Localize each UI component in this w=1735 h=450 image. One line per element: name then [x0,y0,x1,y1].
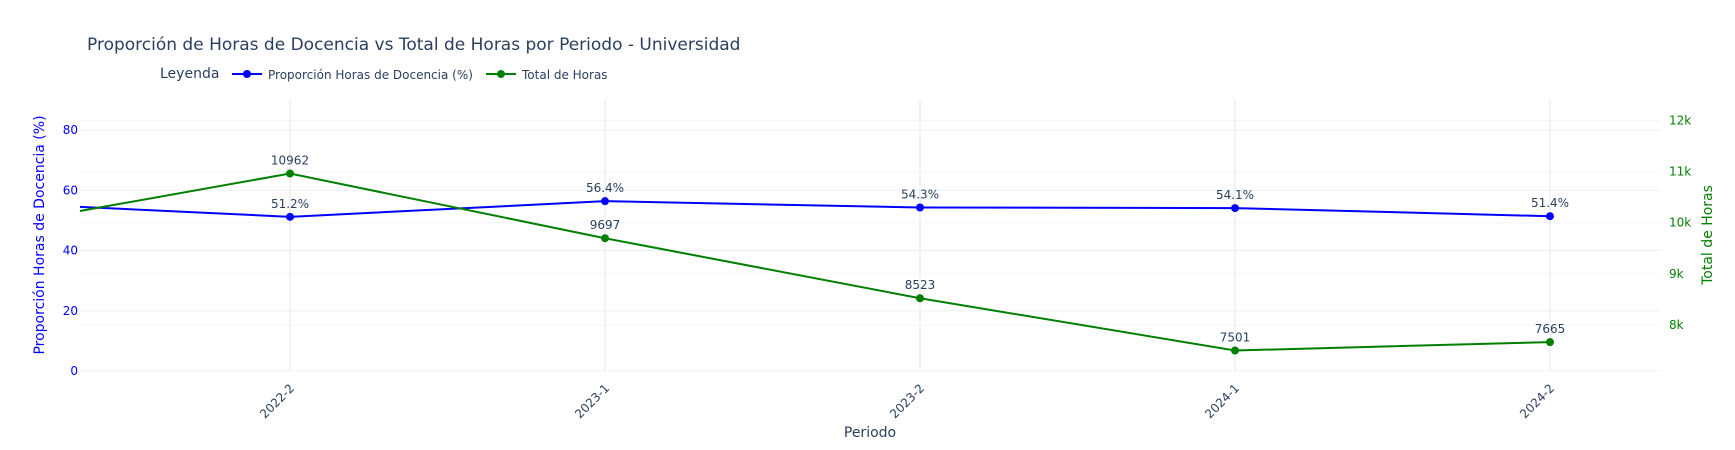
legend-marker-proporcion [243,70,251,78]
data-label-proporcion: 51.2% [271,197,309,211]
y-left-tick-label: 60 [63,183,78,197]
data-point-total-horas [286,169,294,178]
legend-item-proporcion[interactable]: Proporción Horas de Docencia (%) [232,68,473,82]
data-label-total-horas: 8523 [905,278,936,292]
x-tick-label: 2024-2 [1517,381,1557,421]
x-tick-label: 2022-2 [257,381,297,421]
y-right-tick-label: 12k [1669,113,1691,127]
series-line-total-horas [79,172,1551,352]
data-label-proporcion: 54.3% [901,187,939,201]
y-left-axis-title: Proporción Horas de Docencia (%) [32,115,48,354]
series-line-proporcion [79,200,1551,218]
data-point-proporcion [601,197,609,206]
data-point-proporcion [1231,204,1239,213]
y-left-tick-label: 40 [63,244,78,258]
legend-label-total-horas: Total de Horas [521,68,608,82]
legend-title: Leyenda [160,66,219,82]
chart-title: Proporción de Horas de Docencia vs Total… [87,35,740,55]
y-right-tick-label: 8k [1669,318,1684,332]
y-right-tick-label: 10k [1669,216,1691,230]
data-label-proporcion: 54.1% [1216,188,1254,202]
data-point-total-horas [601,234,609,243]
data-point-total-horas [1546,338,1554,347]
y-right-axis-title: Total de Horas [1700,185,1716,286]
data-point-total-horas [1231,346,1239,355]
data-point-total-horas [916,294,924,303]
y-left-tick-label: 0 [70,364,78,378]
series-layer [79,169,1554,355]
data-label-proporcion: 51.4% [1531,196,1569,210]
data-point-proporcion [286,212,294,221]
y-right-tick-label: 9k [1669,267,1684,281]
x-tick-label: 2024-1 [1202,381,1242,421]
data-labels-layer: 51.2% 56.4% 54.3% 54.1% 51.4% 10962 9697 8523 75… [271,154,1569,345]
legend-label-proporcion: Proporción Horas de Docencia (%) [268,68,473,82]
data-label-proporcion: 56.4% [586,181,624,195]
y-left-tick-label: 20 [63,304,78,318]
x-tick-label: 2023-2 [887,381,927,421]
data-label-total-horas: 7501 [1220,330,1251,344]
legend: Leyenda Proporción Horas de Docencia (%)… [160,66,608,82]
x-axis-title: Periodo [844,425,896,441]
x-tick-label: 2023-1 [572,381,612,421]
legend-marker-total-horas [497,70,505,78]
data-point-proporcion [916,203,924,212]
data-point-proporcion [1546,212,1554,221]
y-left-tick-label: 80 [63,123,78,137]
legend-item-total-horas[interactable]: Total de Horas [486,68,608,82]
data-label-total-horas: 9697 [590,218,621,232]
grid-layer [80,100,1661,371]
y-right-tick-label: 11k [1669,165,1691,179]
data-label-total-horas: 7665 [1535,322,1566,336]
data-label-total-horas: 10962 [271,154,309,168]
